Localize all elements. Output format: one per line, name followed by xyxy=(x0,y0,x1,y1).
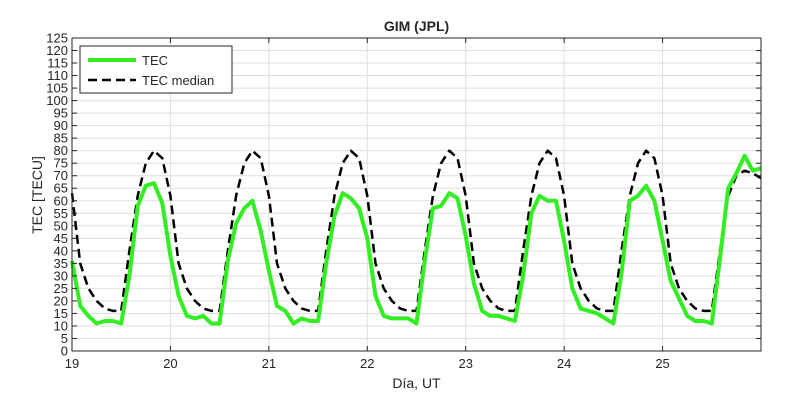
y-tick-label: 95 xyxy=(54,106,68,121)
chart-title: GIM (JPL) xyxy=(384,18,449,34)
y-tick-label: 25 xyxy=(54,281,68,296)
x-tick-label: 24 xyxy=(557,356,571,371)
legend-label-tec-median: TEC median xyxy=(142,73,214,88)
y-tick-label: 65 xyxy=(54,181,68,196)
y-tick-label: 40 xyxy=(54,243,68,258)
y-tick-label: 75 xyxy=(54,156,68,171)
legend: TEC TEC median xyxy=(79,45,233,94)
y-tick-label: 50 xyxy=(54,218,68,233)
y-tick-label: 15 xyxy=(54,306,68,321)
series-layer xyxy=(70,149,762,326)
y-tick-label: 35 xyxy=(54,256,68,271)
y-tick-label: 10 xyxy=(54,318,68,333)
x-tick-label: 19 xyxy=(65,356,79,371)
y-tick-label: 125 xyxy=(46,31,68,46)
y-tick-label: 80 xyxy=(54,143,68,158)
y-tick-label: 105 xyxy=(46,81,68,96)
y-tick-label: 55 xyxy=(54,206,68,221)
y-tick-label: 45 xyxy=(54,231,68,246)
axis-ticks xyxy=(71,37,761,352)
legend-label-tec: TEC xyxy=(142,53,168,68)
y-axis-label: TEC [TECU] xyxy=(29,156,45,234)
y-tick-label: 70 xyxy=(54,168,68,183)
x-tick-label: 20 xyxy=(163,356,177,371)
y-tick-label: 120 xyxy=(46,43,68,58)
y-tick-label: 60 xyxy=(54,193,68,208)
y-tick-label: 110 xyxy=(47,68,68,83)
plot-frame xyxy=(71,37,762,352)
y-tick-label: 90 xyxy=(54,118,68,133)
x-tick-label: 21 xyxy=(262,356,276,371)
x-axis-label: Día, UT xyxy=(392,375,441,391)
series-line-tec xyxy=(70,153,762,326)
axis-tick-labels: 0510152025303540455055606570758085909510… xyxy=(46,31,670,372)
x-tick-label: 25 xyxy=(655,356,669,371)
y-tick-label: 0 xyxy=(61,344,68,359)
y-tick-label: 100 xyxy=(46,93,68,108)
y-tick-label: 85 xyxy=(54,131,68,146)
legend-box xyxy=(79,45,233,94)
y-tick-label: 20 xyxy=(54,293,68,308)
x-tick-label: 22 xyxy=(360,356,374,371)
y-tick-label: 115 xyxy=(47,56,68,71)
y-tick-label: 5 xyxy=(61,331,68,346)
y-tick-label: 30 xyxy=(54,268,68,283)
x-tick-label: 23 xyxy=(458,356,472,371)
